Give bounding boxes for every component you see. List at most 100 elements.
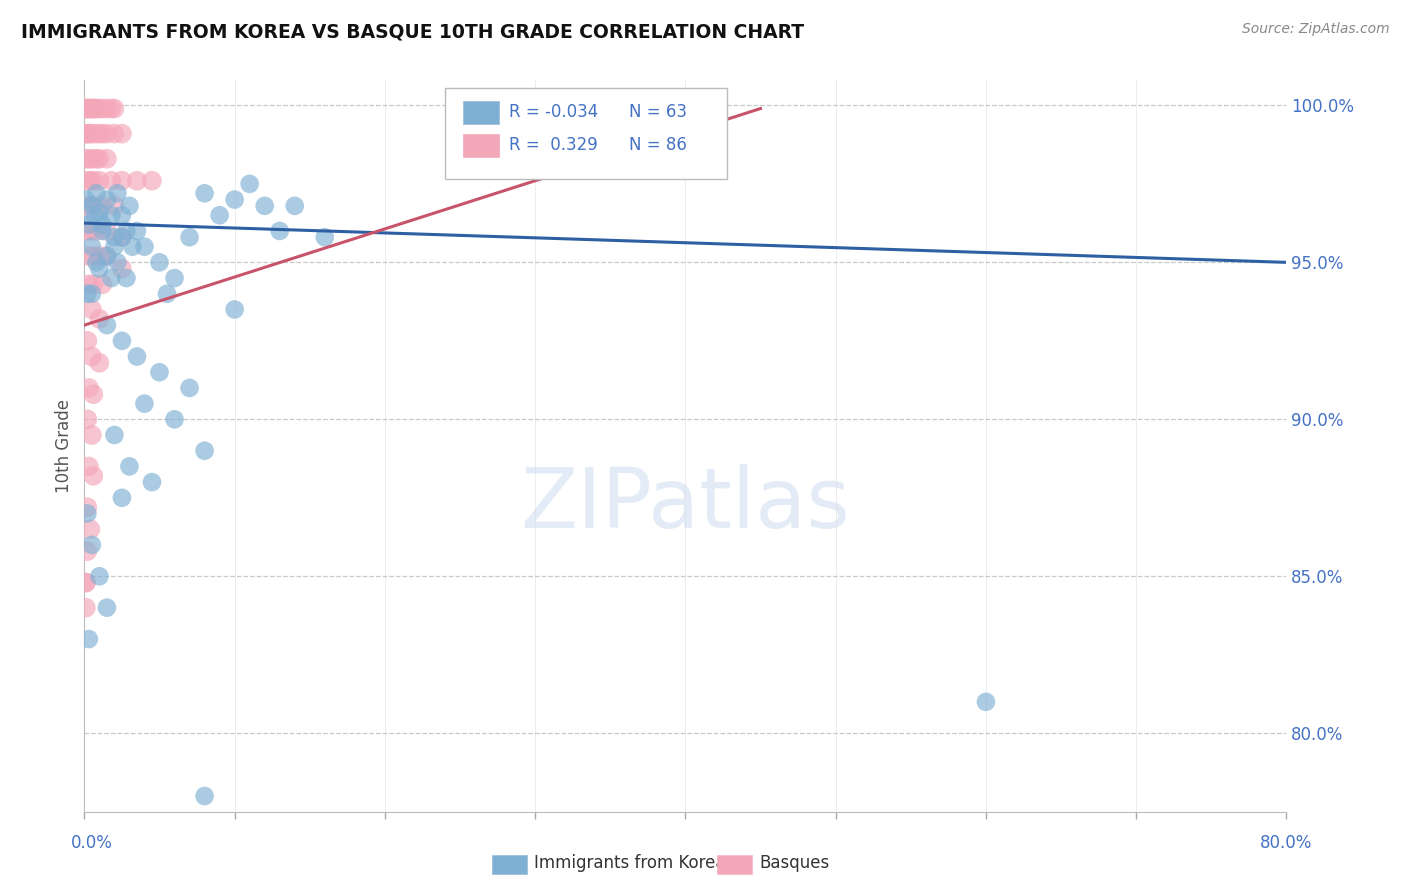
Point: [115, 224, 138, 238]
Point: [91, 218, 114, 232]
Point: [91, 102, 114, 116]
Point: [79, 522, 101, 536]
Point: [314, 230, 336, 244]
Point: [75, 575, 97, 590]
Point: [83, 208, 105, 222]
Point: [194, 186, 217, 201]
Point: [89, 152, 111, 166]
Point: [76, 224, 98, 238]
Text: ZIPatlas: ZIPatlas: [520, 464, 851, 545]
Point: [111, 491, 134, 505]
FancyBboxPatch shape: [463, 101, 499, 124]
Point: [89, 569, 111, 583]
Point: [194, 443, 217, 458]
Point: [89, 311, 111, 326]
Point: [76, 102, 98, 116]
Point: [96, 193, 118, 207]
Point: [91, 127, 114, 141]
Point: [76, 127, 98, 141]
Point: [75, 575, 97, 590]
Point: [96, 224, 118, 238]
Point: [86, 152, 108, 166]
Point: [89, 356, 111, 370]
Point: [75, 152, 97, 166]
Point: [77, 127, 100, 141]
Point: [86, 199, 108, 213]
Point: [103, 102, 125, 116]
Point: [79, 199, 101, 213]
Point: [76, 199, 98, 213]
Point: [86, 102, 108, 116]
Text: Immigrants from Korea: Immigrants from Korea: [534, 855, 725, 872]
Point: [103, 240, 125, 254]
Point: [75, 127, 97, 141]
Point: [96, 600, 118, 615]
Point: [148, 365, 170, 379]
Point: [163, 412, 186, 426]
Point: [79, 174, 101, 188]
Point: [89, 102, 111, 116]
Point: [163, 271, 186, 285]
Point: [89, 127, 111, 141]
Point: [100, 102, 122, 116]
Point: [111, 261, 134, 276]
Point: [96, 318, 118, 333]
Text: R = -0.034: R = -0.034: [509, 103, 598, 121]
Point: [125, 350, 148, 364]
Point: [80, 350, 103, 364]
Point: [91, 224, 114, 238]
Point: [89, 261, 111, 276]
Point: [82, 174, 104, 188]
Point: [284, 199, 307, 213]
Text: N = 86: N = 86: [628, 136, 686, 154]
Point: [156, 286, 179, 301]
Point: [80, 199, 103, 213]
Point: [115, 271, 138, 285]
Point: [121, 240, 143, 254]
Point: [103, 230, 125, 244]
Point: [76, 544, 98, 558]
Y-axis label: 10th Grade: 10th Grade: [55, 399, 73, 493]
Point: [77, 381, 100, 395]
Point: [82, 468, 104, 483]
Point: [224, 302, 246, 317]
Point: [103, 199, 125, 213]
Point: [76, 412, 98, 426]
Point: [100, 208, 122, 222]
Point: [111, 230, 134, 244]
Point: [77, 277, 100, 292]
Point: [125, 174, 148, 188]
Point: [107, 255, 129, 269]
Point: [77, 211, 100, 226]
Point: [82, 102, 104, 116]
Point: [91, 277, 114, 292]
Point: [82, 249, 104, 263]
Point: [89, 249, 111, 263]
Point: [80, 240, 103, 254]
Point: [76, 507, 98, 521]
Point: [107, 186, 129, 201]
Point: [224, 193, 246, 207]
Point: [100, 271, 122, 285]
Point: [111, 127, 134, 141]
Point: [77, 459, 100, 474]
Point: [83, 102, 105, 116]
Point: [100, 174, 122, 188]
Text: IMMIGRANTS FROM KOREA VS BASQUE 10TH GRADE CORRELATION CHART: IMMIGRANTS FROM KOREA VS BASQUE 10TH GRA…: [21, 22, 804, 41]
Point: [80, 428, 103, 442]
Point: [134, 396, 156, 410]
Point: [75, 600, 97, 615]
FancyBboxPatch shape: [463, 134, 499, 157]
Point: [208, 208, 231, 222]
Point: [194, 789, 217, 803]
Point: [118, 199, 141, 213]
Point: [80, 286, 103, 301]
Point: [253, 199, 276, 213]
Point: [83, 127, 105, 141]
Point: [77, 102, 100, 116]
Point: [103, 428, 125, 442]
Point: [82, 387, 104, 401]
Point: [89, 205, 111, 219]
FancyBboxPatch shape: [446, 87, 727, 179]
Point: [179, 230, 201, 244]
